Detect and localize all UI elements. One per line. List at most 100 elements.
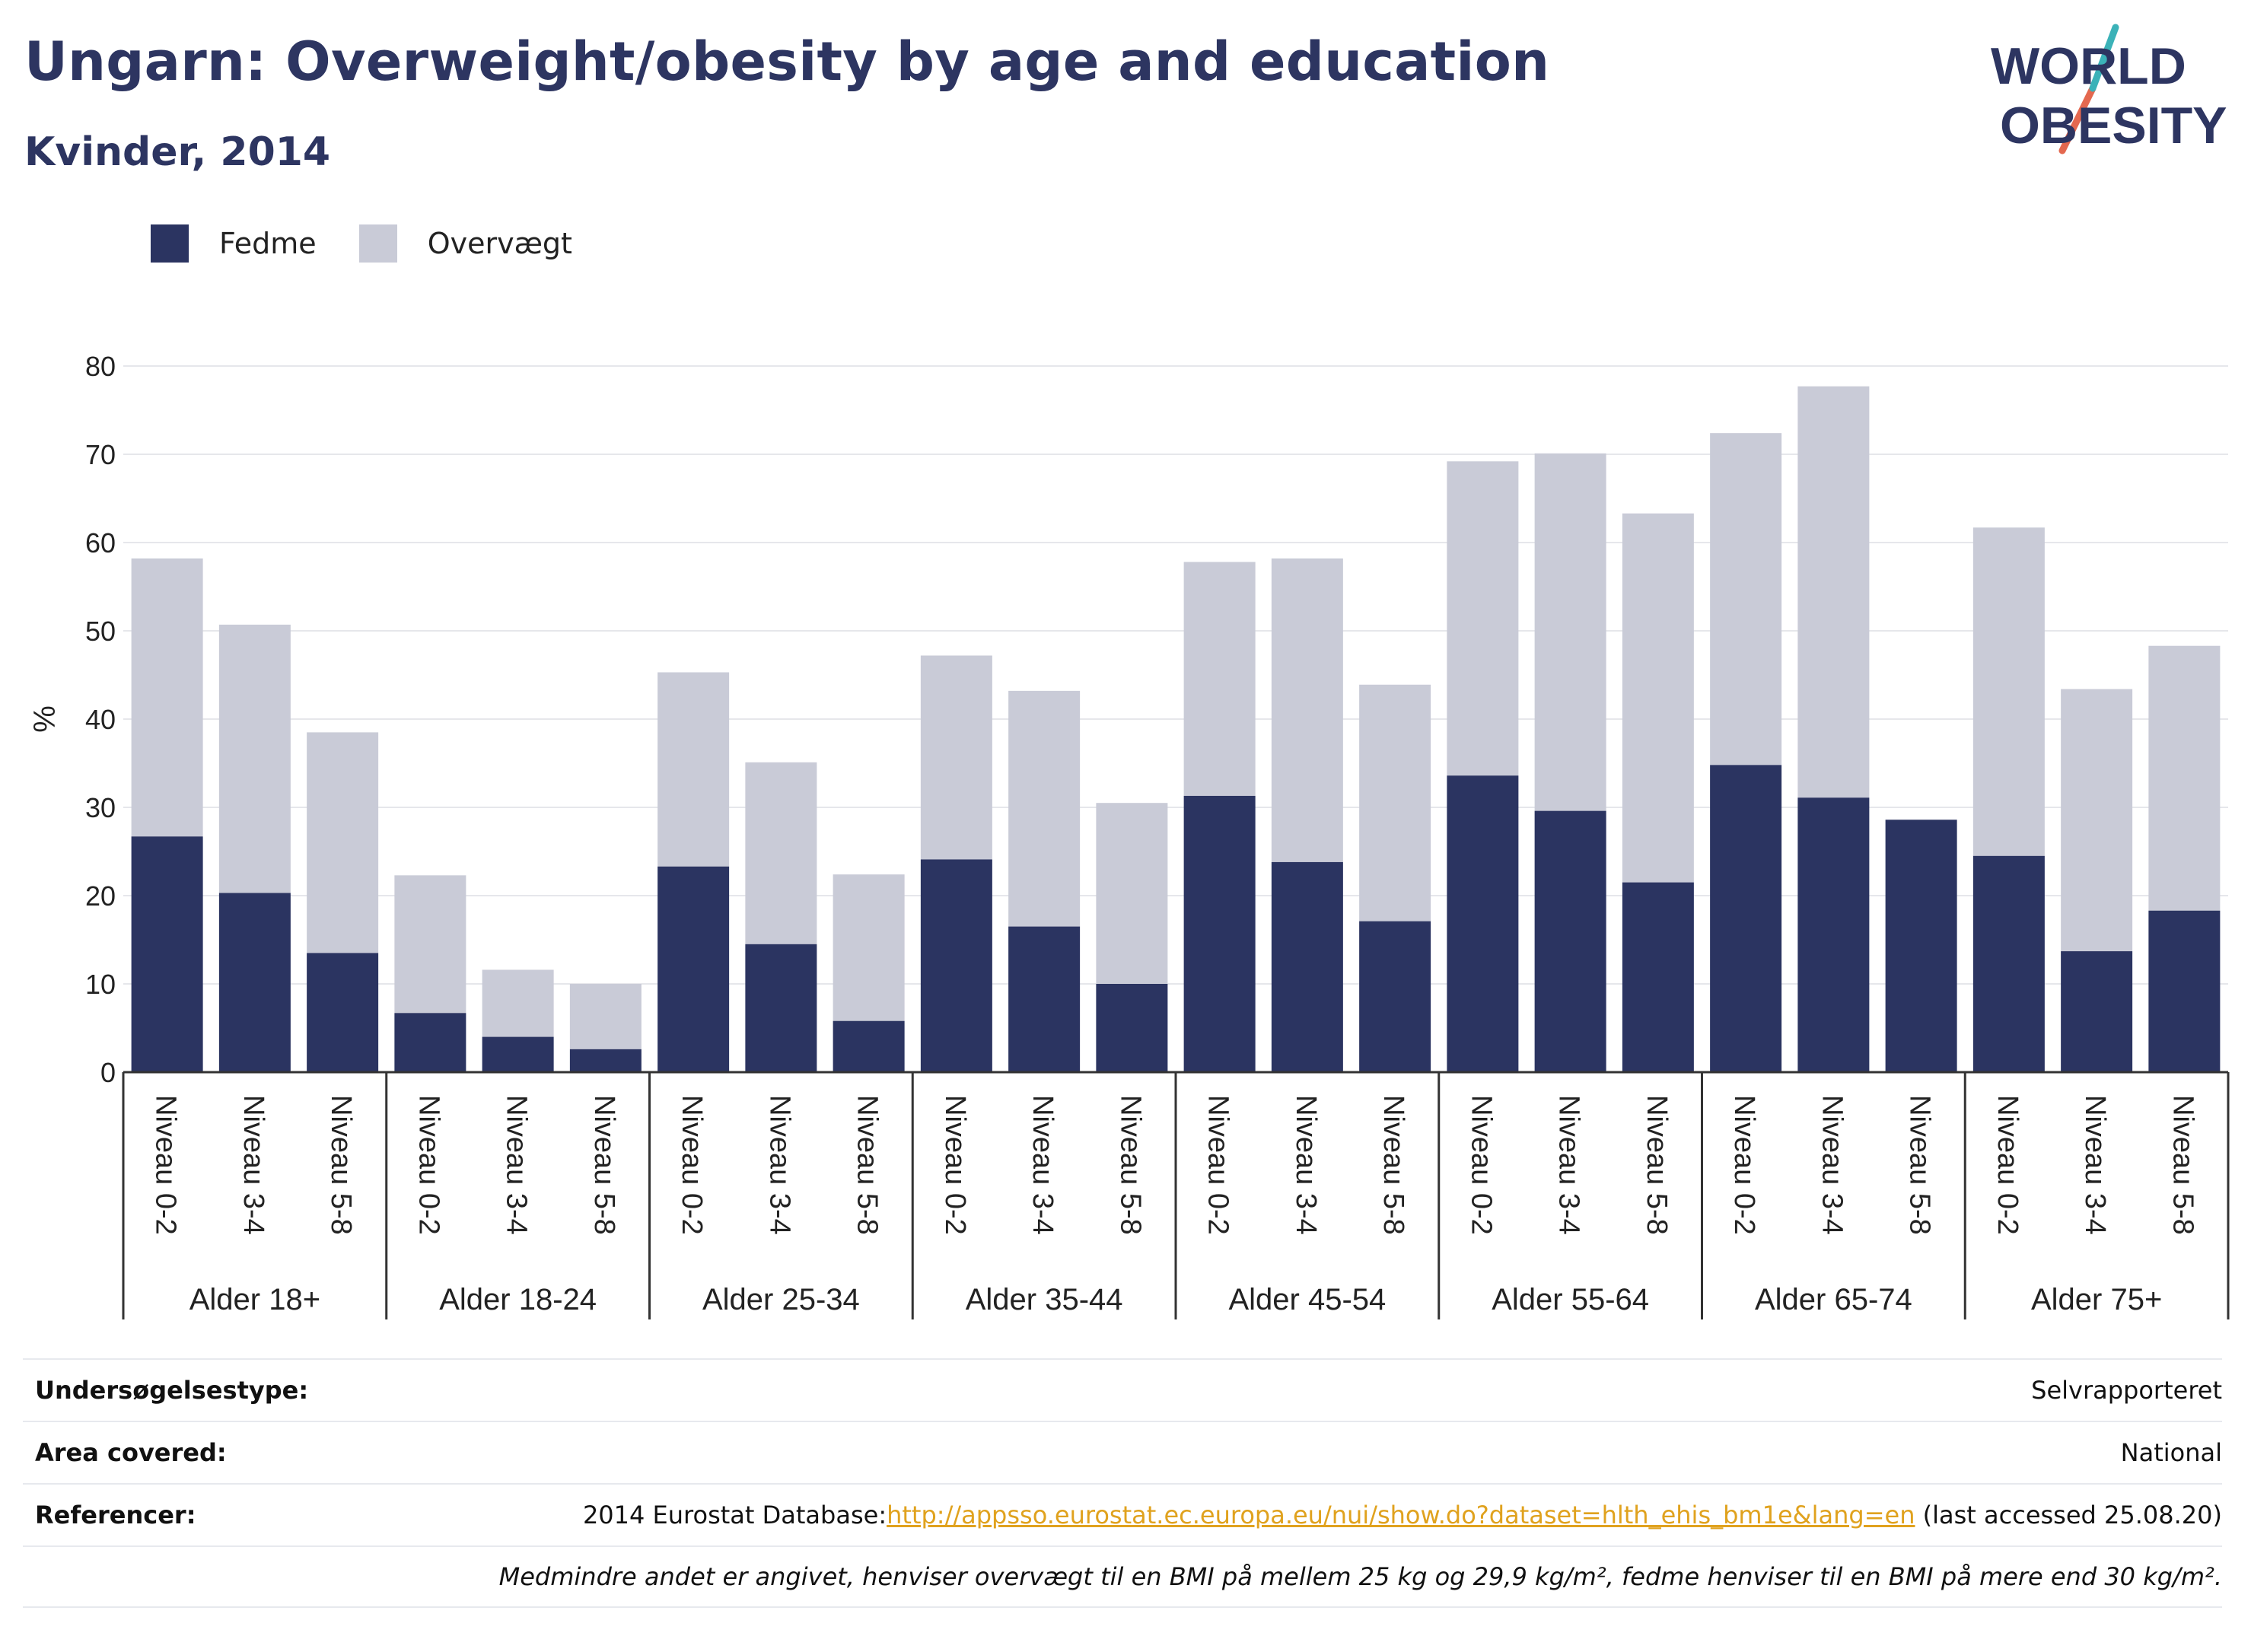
bar-fedme (569, 1049, 642, 1072)
info-row-area: Area covered: National (23, 1421, 2222, 1483)
stacked-bar-chart: 0 10 20 30 40 50 60 70 80% Niveau 0-2 Niveau 3-4 Ni… (28, 351, 2230, 1319)
group-label: Alder 75+ (2031, 1283, 2162, 1316)
x-tick-label: Niveau 5-8 (852, 1095, 884, 1235)
x-tick-label: Niveau 5-8 (588, 1095, 620, 1235)
legend-swatch-fedme (151, 224, 189, 263)
info-row-note: Medmindre andet er angivet, henviser ove… (23, 1545, 2222, 1608)
info-label: Referencer: (35, 1501, 196, 1529)
bar-fedme (1183, 795, 1256, 1072)
x-tick-label: Niveau 0-2 (676, 1095, 708, 1235)
group-label: Alder 65-74 (1755, 1283, 1912, 1316)
x-tick-label: Niveau 5-8 (2167, 1095, 2198, 1235)
info-table: Undersøgelsestype: Selvrapporteret Area … (23, 1358, 2222, 1608)
group-label: Alder 18+ (189, 1283, 320, 1316)
bar-fedme (920, 859, 992, 1072)
bar-overvaegt (1008, 690, 1081, 927)
x-tick-label: Niveau 0-2 (1728, 1095, 1760, 1235)
legend-swatch-overvaegt (358, 224, 397, 263)
bar-fedme (1797, 797, 1870, 1072)
group-label: Alder 18-24 (439, 1283, 597, 1316)
bar-fedme (2061, 951, 2133, 1072)
references-link[interactable]: http://appsso.eurostat.ec.europa.eu/nui/… (887, 1501, 1915, 1529)
references-value: 2014 Eurostat Database:http://appsso.eur… (583, 1501, 2222, 1529)
group-label: Alder 25-34 (702, 1283, 860, 1316)
logo-slash-coral (2058, 84, 2097, 154)
y-tick-label: 0 (100, 1057, 116, 1088)
logo-line1: WORLD (1991, 37, 2186, 95)
y-tick-label: 10 (85, 969, 116, 1000)
bar-overvaegt (1359, 684, 1431, 921)
bar-overvaegt (394, 875, 466, 1014)
world-obesity-logo: WORLD OBESITY (1991, 24, 2227, 154)
bar-overvaegt (1622, 513, 1694, 883)
bar-fedme (482, 1036, 554, 1072)
group-label: Alder 35-44 (966, 1283, 1123, 1316)
x-tick-label: Niveau 3-4 (1290, 1095, 1322, 1235)
x-tick-label: Niveau 5-8 (1641, 1095, 1673, 1235)
references-suffix: (last accessed 25.08.20) (1915, 1501, 2222, 1529)
info-label: Area covered: (35, 1438, 227, 1467)
bar-fedme (1359, 921, 1431, 1072)
x-tick-label: Niveau 5-8 (1377, 1095, 1409, 1235)
x-tick-label: Niveau 0-2 (412, 1095, 444, 1235)
bar-overvaegt (2061, 689, 2133, 952)
bar-fedme (1622, 882, 1694, 1072)
bar-overvaegt (833, 874, 905, 1021)
bar-fedme (1096, 984, 1168, 1072)
bar-fedme (1447, 775, 1519, 1072)
x-tick-label: Niveau 0-2 (1465, 1095, 1497, 1235)
bar-fedme (394, 1013, 466, 1072)
y-tick-label: 80 (85, 351, 116, 382)
x-tick-label: Niveau 5-8 (1904, 1095, 1936, 1235)
info-row-references: Referencer: 2014 Eurostat Database:http:… (23, 1483, 2222, 1545)
bar-fedme (1534, 810, 1606, 1072)
x-tick-label: Niveau 0-2 (1202, 1095, 1234, 1235)
bar-fedme (1008, 926, 1081, 1072)
chart-legend: Fedme Overvægt (151, 224, 615, 263)
y-tick-label: 40 (85, 704, 116, 735)
bar-overvaegt (1710, 433, 1782, 766)
x-tick-label: Niveau 0-2 (1992, 1095, 2023, 1235)
definition-note: Medmindre andet er angivet, henviser ove… (498, 1562, 2222, 1591)
x-tick-label: Niveau 3-4 (237, 1095, 269, 1235)
bar-overvaegt (1096, 803, 1168, 984)
legend-item-overvaegt: Overvægt (358, 224, 572, 263)
bar-overvaegt (1534, 453, 1606, 811)
bar-overvaegt (1797, 386, 1870, 798)
x-tick-label: Niveau 3-4 (2079, 1095, 2111, 1235)
bar-overvaegt (1447, 461, 1519, 776)
x-tick-label: Niveau 3-4 (1553, 1095, 1585, 1235)
bar-overvaegt (482, 969, 554, 1037)
x-tick-label: Niveau 5-8 (1114, 1095, 1146, 1235)
legend-label-fedme: Fedme (219, 227, 317, 260)
bar-overvaegt (307, 732, 379, 953)
bar-overvaegt (569, 984, 642, 1049)
x-tick-label: Niveau 3-4 (763, 1095, 795, 1235)
y-tick-label: 20 (85, 880, 116, 912)
bar-fedme (833, 1020, 905, 1072)
y-tick-label: 70 (85, 439, 116, 470)
bar-fedme (1972, 855, 2045, 1072)
x-tick-label: Niveau 3-4 (1816, 1095, 1848, 1235)
logo-line2: OBESITY (2000, 97, 2227, 154)
legend-label-overvaegt: Overvægt (427, 227, 572, 260)
bar-fedme (1885, 820, 1957, 1072)
x-tick-label: Niveau 5-8 (325, 1095, 357, 1235)
group-label: Alder 55-64 (1492, 1283, 1649, 1316)
bar-fedme (657, 866, 730, 1072)
info-label: Undersøgelsestype: (35, 1376, 309, 1405)
y-axis-label: % (28, 705, 62, 733)
bar-fedme (745, 944, 817, 1072)
bar-overvaegt (1972, 527, 2045, 856)
x-tick-label: Niveau 0-2 (150, 1095, 182, 1235)
references-prefix: 2014 Eurostat Database: (582, 1501, 887, 1529)
legend-item-fedme: Fedme (151, 224, 317, 263)
bar-fedme (218, 893, 291, 1072)
info-value: National (2120, 1438, 2222, 1467)
y-tick-label: 30 (85, 792, 116, 823)
bar-overvaegt (745, 762, 817, 944)
bar-overvaegt (1183, 562, 1256, 796)
x-tick-label: Niveau 0-2 (939, 1095, 971, 1235)
bar-overvaegt (218, 624, 291, 893)
info-value: Selvrapporteret (2031, 1376, 2222, 1405)
